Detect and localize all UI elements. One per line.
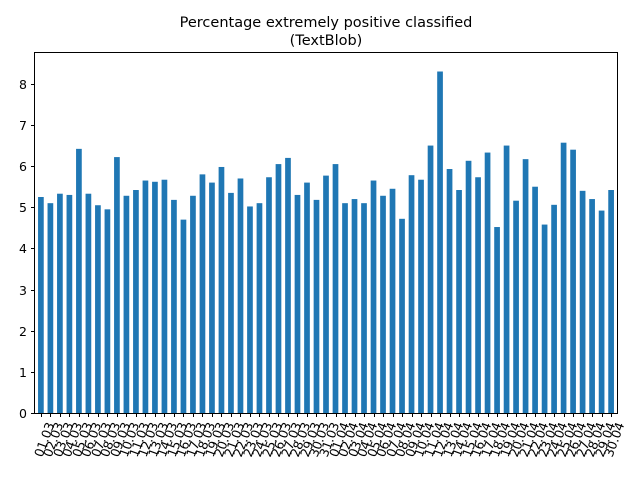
bar-29.04 — [598, 210, 605, 413]
y-tick-label: 8 — [19, 77, 27, 92]
y-tick-label: 5 — [19, 200, 27, 215]
bar-04.03 — [66, 194, 73, 413]
bar-14.03 — [161, 179, 168, 413]
bar-30.03 — [313, 199, 320, 413]
y-tick-label: 2 — [19, 324, 27, 339]
bar-27.04 — [579, 190, 586, 413]
bar-21.04 — [522, 159, 529, 413]
bar-04.04 — [361, 203, 367, 413]
bar-13.03 — [152, 181, 158, 413]
y-axis: 0 1 2 3 4 5 6 7 8 — [19, 77, 35, 421]
bar-30.04 — [608, 190, 614, 413]
y-tick-label: 3 — [19, 283, 27, 298]
bar-20.04 — [513, 200, 519, 413]
bar-05.03 — [76, 148, 82, 414]
bar-03.04 — [351, 199, 358, 413]
y-tick-label: 0 — [19, 406, 27, 421]
bar-14.04 — [456, 190, 462, 413]
bar-12.03 — [142, 180, 149, 413]
bar-17.03 — [190, 195, 196, 413]
bar-27.03 — [285, 157, 291, 413]
bar-07.04 — [389, 188, 396, 413]
bar-07.03 — [95, 205, 101, 413]
chart-subtitle: (TextBlob) — [290, 33, 363, 49]
y-tick-label: 6 — [19, 159, 27, 174]
bar-28.04 — [589, 199, 595, 413]
y-tick-label: 1 — [19, 365, 27, 380]
plot-frame — [34, 52, 618, 414]
bar-15.03 — [171, 199, 177, 413]
bar-15.04 — [465, 160, 472, 413]
bars-group — [38, 71, 614, 414]
bar-18.04 — [494, 227, 500, 413]
bar-09.03 — [114, 157, 120, 413]
bar-01.04 — [332, 164, 339, 413]
y-tick-label: 4 — [19, 241, 27, 256]
bar-02.04 — [342, 203, 348, 413]
bar-18.03 — [199, 174, 206, 413]
bar-22.04 — [532, 186, 538, 413]
bar-16.04 — [475, 177, 481, 413]
bar-08.03 — [104, 209, 111, 413]
bar-10.04 — [418, 179, 424, 413]
bar-26.03 — [275, 164, 282, 413]
bar-06.04 — [380, 195, 386, 413]
bar-19.04 — [503, 145, 510, 413]
bar-05.04 — [370, 180, 377, 413]
bar-19.03 — [209, 182, 215, 413]
bar-21.03 — [228, 192, 234, 413]
bar-17.04 — [484, 152, 491, 413]
bar-03.03 — [57, 193, 63, 413]
bar-29.03 — [304, 182, 310, 413]
bar-06.03 — [85, 193, 92, 413]
bar-23.04 — [541, 224, 548, 413]
bar-20.03 — [218, 166, 225, 413]
chart-title: Percentage extremely positive classified — [180, 15, 473, 31]
bar-26.04 — [570, 149, 576, 413]
bar-08.04 — [399, 218, 405, 413]
y-tick-label: 7 — [19, 118, 27, 133]
bar-16.03 — [180, 219, 187, 413]
x-axis: 01.0302.0303.0304.0305.0306.0307.0308.03… — [31, 413, 627, 459]
bar-25.03 — [266, 177, 272, 413]
bar-12.04 — [437, 71, 443, 413]
bar-23.03 — [247, 206, 253, 413]
bar-01.03 — [38, 197, 44, 413]
bar-02.03 — [47, 203, 54, 413]
bar-09.04 — [408, 175, 415, 413]
bar-28.03 — [294, 194, 301, 413]
bar-24.03 — [256, 203, 263, 413]
bar-11.04 — [427, 145, 434, 413]
bar-31.03 — [323, 175, 329, 413]
bar-13.04 — [446, 169, 453, 413]
bar-24.04 — [551, 204, 557, 413]
bar-22.03 — [237, 178, 244, 413]
bar-25.04 — [560, 142, 567, 413]
bar-10.03 — [123, 195, 130, 413]
bar-11.03 — [133, 190, 139, 413]
